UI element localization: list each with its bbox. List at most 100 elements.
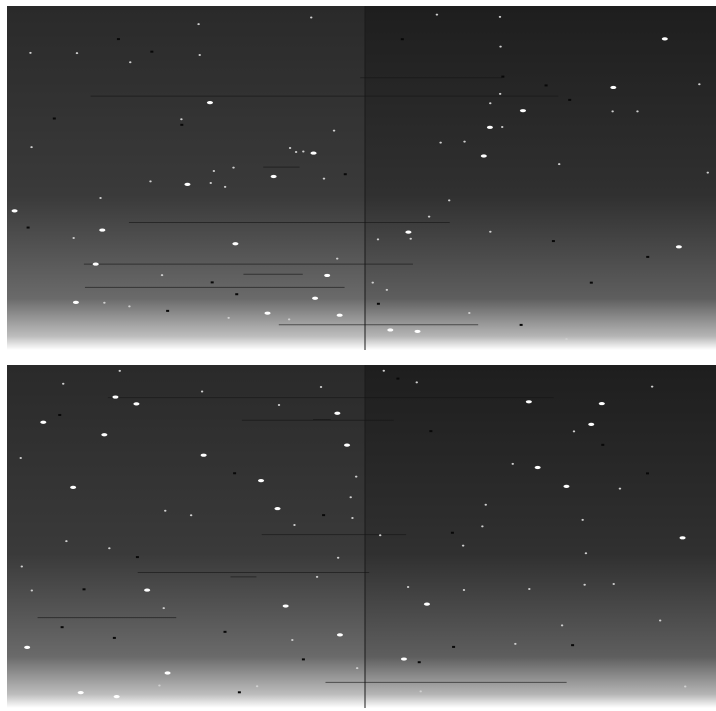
speck [311,151,317,154]
speck [283,604,289,607]
dark-pixel [238,691,241,693]
speck [636,110,638,112]
frame-left-half [7,365,365,708]
speck [662,37,668,40]
speck [481,154,487,157]
speck [468,312,470,314]
dark-pixel [53,117,56,119]
speck [70,486,76,489]
dark-pixel [418,661,421,663]
speck [144,588,150,591]
dark-pixel [451,532,454,534]
speck [334,412,340,415]
speck [501,126,503,128]
speck [207,101,213,104]
speck [224,186,226,188]
speck [350,496,352,498]
speck [323,178,325,180]
speck [112,395,118,398]
dark-pixel [224,631,227,633]
bottom-frame [7,365,716,708]
speck [499,16,501,18]
speck [565,338,567,340]
speck [448,199,450,201]
speck [561,624,563,626]
speck [419,690,421,692]
speck [324,274,330,277]
speck [149,180,151,182]
dark-pixel [235,293,238,295]
dark-pixel [646,472,649,474]
speck [165,671,171,674]
dark-pixel [401,38,404,40]
speck [379,534,381,536]
frame-left-half [7,6,365,350]
speck [581,519,583,521]
speck [258,479,264,482]
speck [227,317,229,319]
speck [210,182,212,184]
dark-pixel [520,324,523,326]
speck [190,514,192,516]
speck [481,525,483,527]
speck [271,175,277,178]
speck [265,312,271,315]
speck [485,504,487,506]
speck [386,289,388,291]
speck [73,301,79,304]
speck [21,565,23,567]
speck [316,576,318,578]
dark-pixel [180,124,183,126]
speck [158,684,160,686]
speck [337,557,339,559]
speck [563,485,569,488]
speck [129,61,131,63]
speck [161,274,163,276]
speck [78,691,84,694]
speck [197,23,199,25]
speck [676,245,682,248]
speck [278,404,280,406]
dark-pixel [83,588,86,590]
speck [201,454,207,457]
speck [528,588,530,590]
speck [289,147,291,149]
speck [337,633,343,636]
speck [401,657,407,660]
speck [275,507,281,510]
speck [180,118,182,120]
frame-right-half [365,365,716,708]
speck [40,421,46,424]
dark-pixel [429,430,432,432]
speck [599,402,605,405]
speck [344,444,350,447]
dark-pixel [113,637,116,639]
dark-pixel [396,378,399,380]
speck [30,146,32,148]
speck [377,238,379,240]
speck [320,386,322,388]
speck [351,517,353,519]
speck [585,552,587,554]
dark-pixel [27,227,30,229]
speck [489,231,491,233]
speck [499,93,501,95]
image [0,0,716,711]
speck [383,370,385,372]
speck [512,463,514,465]
speck [610,86,616,89]
dark-pixel [545,84,548,86]
speck [31,590,33,592]
speck [336,258,338,260]
speck [232,167,234,169]
speck [310,17,312,19]
speck [405,230,411,233]
speck [463,141,465,143]
speck [387,328,393,331]
dark-pixel [568,99,571,101]
speck [424,602,430,605]
dark-pixel [302,658,305,660]
speck [101,433,107,436]
speck [12,209,18,212]
speck [355,476,357,478]
